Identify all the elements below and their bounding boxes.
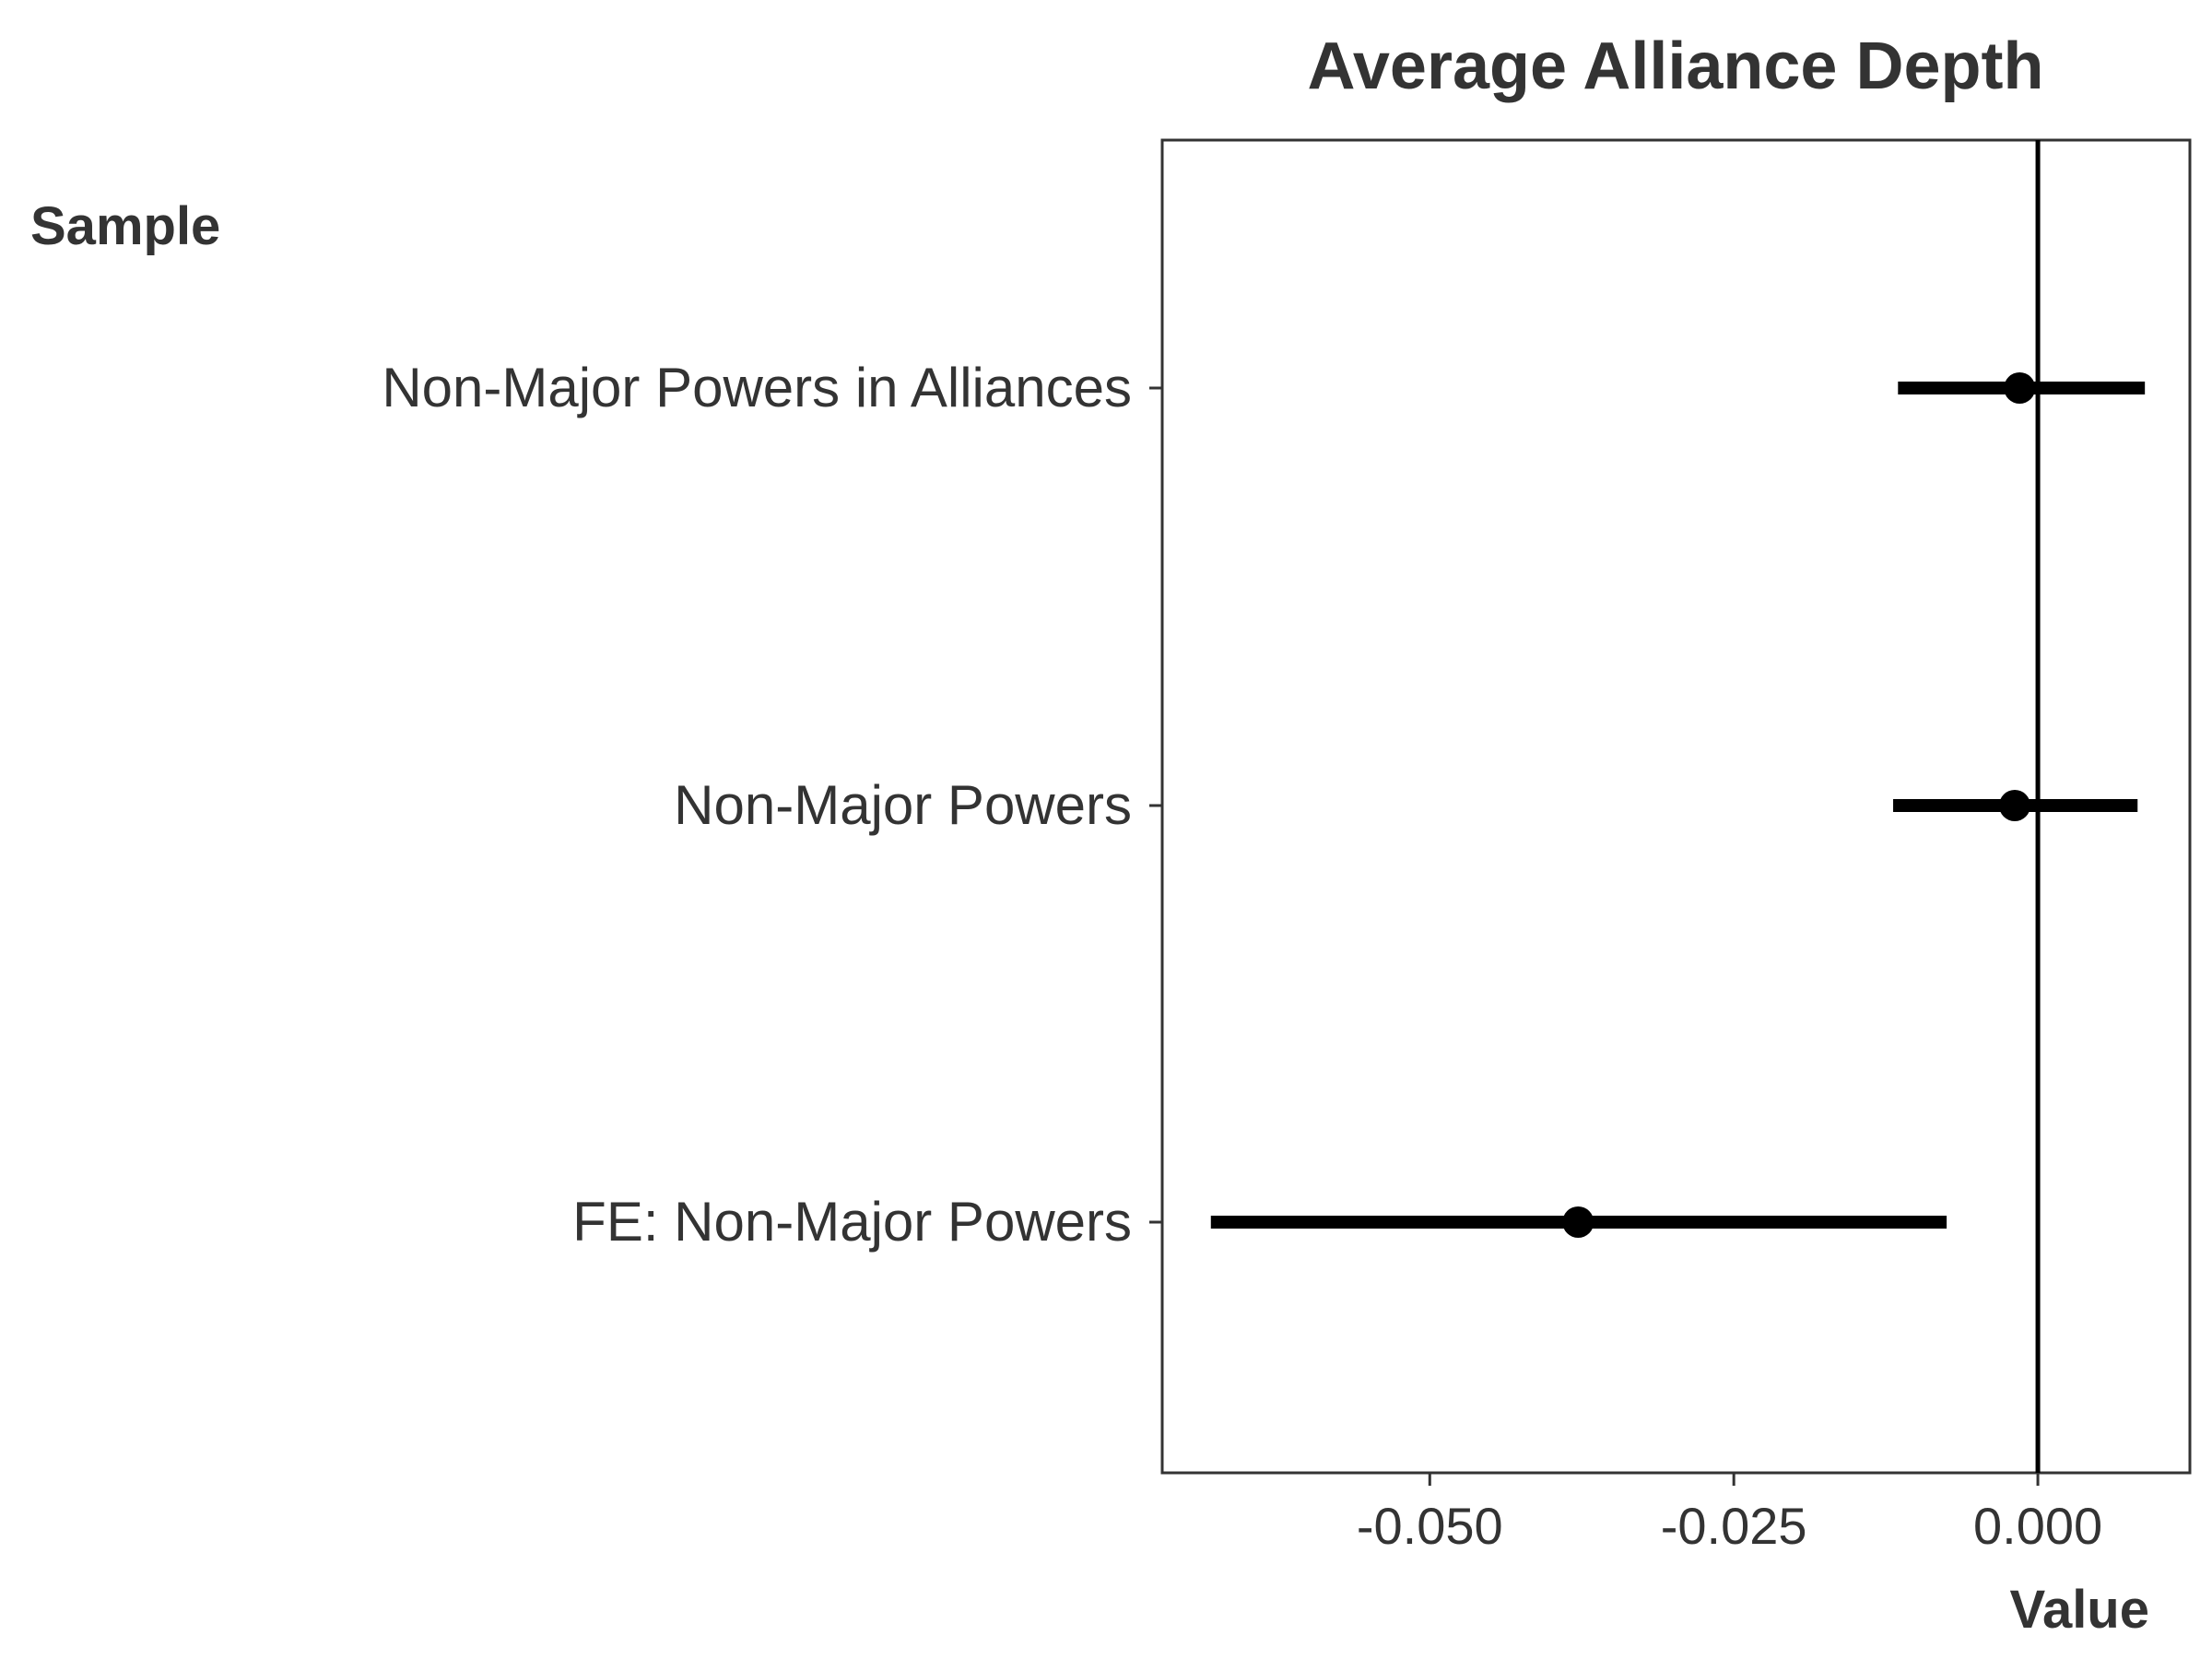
- point-estimate: [2004, 372, 2036, 404]
- y-axis-title: Sample: [30, 196, 220, 256]
- x-tick-label: -0.025: [1661, 1497, 1807, 1555]
- y-category-label: FE: Non-Major Powers: [572, 1191, 1132, 1253]
- point-estimate: [1998, 790, 2030, 821]
- y-category-label: Non-Major Powers: [674, 774, 1132, 836]
- chart-marks: -0.050 -0.025 0.000 Non-Major Powers in All…: [382, 140, 2146, 1555]
- x-axis-title: Value: [2009, 1580, 2149, 1640]
- x-tick-label: -0.050: [1357, 1497, 1503, 1555]
- x-tick-label: 0.000: [1973, 1497, 2102, 1555]
- y-category-label: Non-Major Powers in Alliances: [382, 357, 1132, 418]
- point-estimate: [1562, 1206, 1594, 1238]
- chart-title: Average Alliance Depth: [1308, 29, 2044, 103]
